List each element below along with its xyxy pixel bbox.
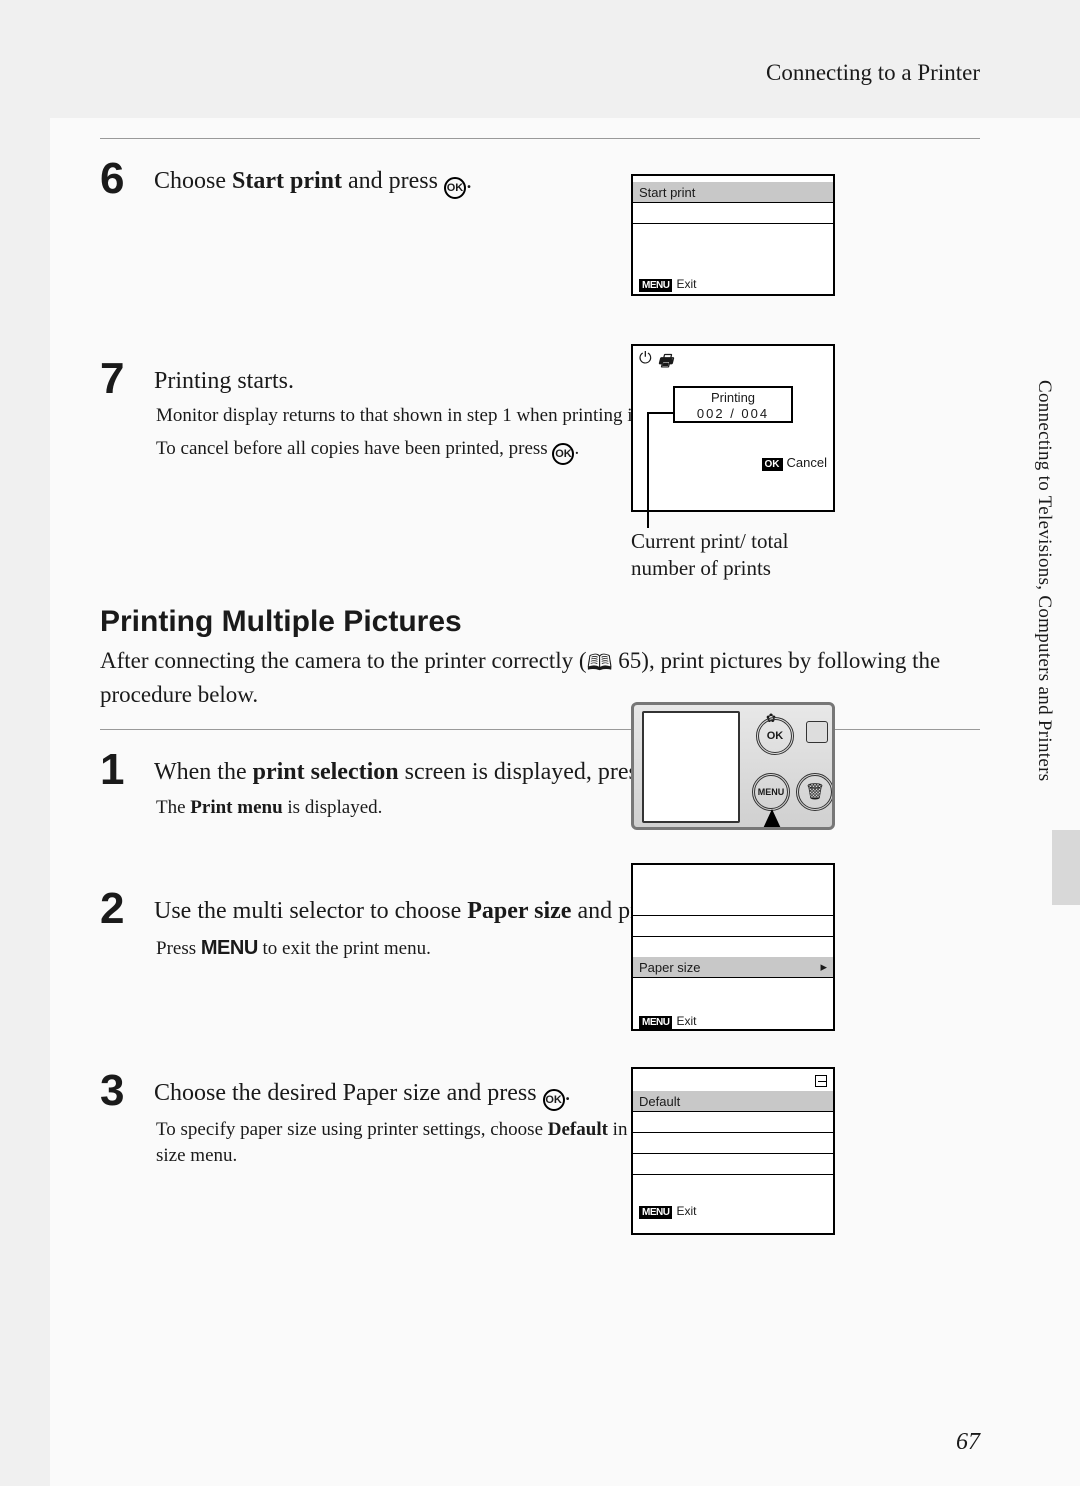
text: To cancel before all copies have been pr…	[156, 438, 552, 459]
text: screen is displayed, press	[399, 759, 654, 785]
text: and press	[342, 168, 444, 194]
print-menu-label: Print menu	[190, 797, 282, 818]
text: To specify paper size using printer sett…	[156, 1119, 548, 1140]
page-number: 67	[956, 1429, 980, 1456]
step-3: 3 Choose the desired Paper size and pres…	[100, 1063, 980, 1170]
divider	[100, 138, 980, 139]
camera-trash-button: 🗑	[796, 773, 834, 811]
step-2: 2 Use the multi selector to choose Paper…	[100, 881, 980, 963]
lcd-highlighted-row: Start print	[633, 182, 833, 203]
text: When the	[154, 759, 253, 785]
text: Use the multi selector to choose	[154, 898, 467, 924]
print-selection-label: print selection	[253, 759, 399, 785]
lcd-exit: MENU Exit	[633, 277, 833, 292]
exit-label: Exit	[676, 1204, 696, 1218]
printer-icon: 🖶	[658, 350, 673, 376]
text: After connecting the camera to the print…	[100, 648, 587, 673]
lcd-highlighted-row: Default	[633, 1091, 833, 1112]
divider	[100, 729, 980, 730]
chevron-right-icon: ▸	[820, 959, 827, 975]
printing-label: Printing	[675, 390, 791, 406]
cancel-label: Cancel	[787, 455, 827, 470]
step-1: 1 When the print selection screen is dis…	[100, 742, 980, 821]
lcd-row	[633, 916, 833, 937]
exit-label: Exit	[676, 1014, 696, 1028]
lcd-printing-caption: Current print/ total number of prints	[631, 528, 835, 583]
lcd-top-icons: ⏻ 🖶	[633, 346, 833, 376]
lcd-spacer	[633, 895, 833, 957]
lcd-row	[633, 1112, 833, 1133]
side-tab	[1052, 830, 1080, 905]
page-header-title: Connecting to a Printer	[100, 60, 980, 86]
text: The	[156, 797, 190, 818]
step-6: 6 Choose Start print and press OK.	[100, 151, 980, 201]
side-chapter-label: Connecting to Televisions, Computers and…	[1033, 380, 1055, 781]
text: Choose	[154, 168, 232, 194]
lcd-row	[633, 224, 833, 245]
paper-size-label: Paper size	[467, 898, 571, 924]
lcd-printing: ⏻ 🖶 Printing 002 / 004 OK Cancel	[631, 344, 835, 512]
lcd-default: Default MENU Exit	[631, 1067, 835, 1235]
camera-rec-button	[806, 721, 828, 743]
print-counter: 002 / 004	[675, 406, 791, 422]
page-ref: 65	[618, 648, 641, 673]
lcd-row	[633, 1154, 833, 1175]
paper-size-label: Paper size	[639, 960, 700, 975]
camera-back-diagram: ✿ OK MENU 🗑	[631, 702, 835, 830]
lcd-exit: MENU Exit	[633, 1204, 833, 1219]
step-number-7: 7	[100, 357, 136, 401]
camera-ok-button: OK	[756, 717, 794, 755]
camera-screen	[642, 711, 740, 823]
step-number-1: 1	[100, 748, 136, 792]
manual-ref-icon: 🕮	[587, 648, 613, 679]
menu-badge-icon: MENU	[639, 1206, 672, 1219]
page-content: Connecting to a Printer 6 Choose Start p…	[0, 0, 1080, 1486]
text: to exit the print menu.	[258, 938, 431, 959]
header: Connecting to a Printer	[100, 60, 980, 130]
menu-word: MENU	[201, 937, 258, 959]
menu-badge-icon: MENU	[639, 1016, 672, 1029]
section-intro: After connecting the camera to the print…	[100, 645, 980, 711]
text: Choose the desired Paper size and press	[154, 1080, 543, 1106]
text: Press	[156, 938, 201, 959]
step-number-6: 6	[100, 157, 136, 201]
lcd-row	[633, 1175, 833, 1196]
lcd-row	[633, 895, 833, 916]
pointer-arrow-icon	[760, 809, 784, 830]
scroll-indicator-icon	[815, 1075, 827, 1087]
lcd-row	[633, 1133, 833, 1154]
ok-icon: OK	[444, 177, 466, 199]
ok-icon: OK	[543, 1089, 565, 1111]
start-print-label: Start print	[232, 168, 342, 194]
printing-box: Printing 002 / 004	[673, 386, 793, 423]
section-title: Printing Multiple Pictures	[100, 605, 980, 639]
lcd-start-print: Start print MENU Exit	[631, 174, 835, 296]
lcd-paper-size: Paper size ▸ MENU Exit	[631, 863, 835, 1031]
lcd-cancel: OK Cancel	[633, 455, 833, 471]
ok-icon: OK	[552, 443, 574, 465]
text: .	[565, 1080, 571, 1106]
default-label: Default	[548, 1119, 608, 1140]
ok-badge-icon: OK	[762, 458, 783, 471]
text: is displayed.	[283, 797, 383, 818]
menu-badge-icon: MENU	[639, 279, 672, 292]
lcd-exit: MENU Exit	[633, 1014, 833, 1029]
lcd-row	[633, 203, 833, 224]
step-7: 7 Printing starts. Monitor display retur…	[100, 351, 980, 465]
step-number-3: 3	[100, 1069, 136, 1113]
step-number-2: 2	[100, 887, 136, 931]
power-icon: ⏻	[639, 350, 652, 376]
camera-menu-button: MENU	[752, 773, 790, 811]
exit-label: Exit	[676, 277, 696, 291]
lcd-highlighted-row: Paper size ▸	[633, 957, 833, 978]
